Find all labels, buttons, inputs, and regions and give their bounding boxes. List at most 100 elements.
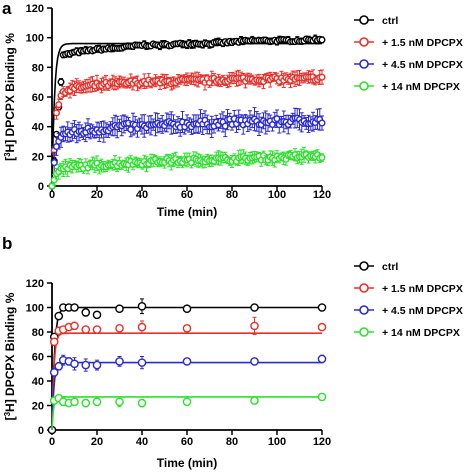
data-point xyxy=(115,324,124,333)
data-point xyxy=(81,325,91,334)
legend-label: + 14 nM DPCPX xyxy=(382,327,460,339)
x-tick-label: 60 xyxy=(181,436,193,448)
data-point xyxy=(92,325,102,334)
data-point xyxy=(250,396,259,405)
data-point xyxy=(318,154,326,162)
y-tick-label: 80 xyxy=(32,62,44,74)
data-point xyxy=(115,397,124,407)
data-point xyxy=(182,324,192,333)
legend-swatch-marker xyxy=(359,261,369,271)
data-point xyxy=(182,304,192,314)
data-point xyxy=(70,321,79,331)
x-tick-label: 80 xyxy=(226,436,238,448)
y-tick-label: 80 xyxy=(32,327,44,339)
series-2: + 4.5 nM DPCPX xyxy=(49,305,463,431)
data-point xyxy=(50,159,58,167)
y-tick-label: 60 xyxy=(32,352,44,364)
series-3: + 14 nM DPCPX xyxy=(49,327,460,431)
x-tick-label: 100 xyxy=(268,436,286,448)
legend-label: + 4.5 nM DPCPX xyxy=(382,305,463,317)
y-tick-label: 100 xyxy=(26,33,44,45)
series-1: + 1.5 nM DPCPX xyxy=(49,283,463,431)
data-point xyxy=(70,359,79,369)
data-point xyxy=(137,358,147,367)
y-axis-title: [3H] DPCPX Binding % xyxy=(3,33,17,161)
panel-a: a 0 20 40 60 80 100 120 0 20 40 60 80 100 120 Time (min… xyxy=(2,0,463,219)
legend-swatch-marker xyxy=(359,37,369,47)
data-point xyxy=(81,398,91,408)
y-tick-label: 20 xyxy=(32,151,44,163)
y-tick-label: 60 xyxy=(32,92,44,104)
data-point xyxy=(221,122,229,130)
y-tick-label: 40 xyxy=(32,376,44,388)
legend-swatch-marker xyxy=(359,305,369,315)
legend-label: ctrl xyxy=(382,15,398,27)
data-point xyxy=(92,397,102,407)
legend-label: + 1.5 nM DPCPX xyxy=(382,37,463,49)
legend-swatch-marker xyxy=(359,283,369,293)
data-point xyxy=(92,360,102,370)
legend-swatch-marker xyxy=(359,59,369,69)
data-point xyxy=(49,368,59,377)
data-point xyxy=(81,360,91,370)
data-point xyxy=(250,303,259,312)
x-tick-label: 20 xyxy=(91,436,103,448)
y-tick-label: 40 xyxy=(32,122,44,134)
x-tick-label: 20 xyxy=(91,189,103,201)
data-point xyxy=(317,392,327,402)
panel-label: b xyxy=(2,234,12,253)
y-tick-label: 120 xyxy=(26,3,44,15)
data-point xyxy=(54,311,64,321)
y-tick-label: 0 xyxy=(38,181,44,193)
legend-swatch-marker xyxy=(359,327,369,337)
data-point xyxy=(137,301,147,311)
data-point xyxy=(92,310,102,320)
data-point xyxy=(57,78,65,86)
y-axis-title: [3H] DPCPX Binding % xyxy=(3,292,17,420)
y-axis-title-suffix: H] DPCPX Binding % xyxy=(3,33,17,153)
data-point xyxy=(250,321,259,331)
y-tick-label: 120 xyxy=(26,278,44,290)
x-tick-label: 0 xyxy=(49,189,55,201)
legend-label: ctrl xyxy=(382,261,398,273)
data-point xyxy=(273,115,281,123)
y-axis-title-superscript: 3 xyxy=(3,152,12,157)
x-tick-label: 120 xyxy=(313,189,331,201)
y-axis-title-suffix: H] DPCPX Binding % xyxy=(3,292,17,412)
data-point xyxy=(137,398,147,408)
data-point xyxy=(317,303,327,312)
series-0: ctrl xyxy=(48,15,398,190)
y-tick-label: 100 xyxy=(26,303,44,315)
data-point xyxy=(137,322,147,332)
data-point xyxy=(317,322,327,332)
x-axis-title: Time (min) xyxy=(157,456,217,470)
x-tick-label: 60 xyxy=(181,189,193,201)
data-point xyxy=(182,357,192,366)
data-point xyxy=(318,119,326,127)
series-3: + 14 nM DPCPX xyxy=(48,81,460,190)
legend-label: + 4.5 nM DPCPX xyxy=(382,59,463,71)
x-tick-label: 80 xyxy=(226,189,238,201)
y-tick-label: 0 xyxy=(38,425,44,437)
data-point xyxy=(53,109,61,117)
fit-curve xyxy=(51,332,322,431)
legend-label: + 1.5 nM DPCPX xyxy=(382,283,463,295)
y-axis-title-superscript: 3 xyxy=(3,411,12,416)
data-point xyxy=(50,176,58,184)
data-point xyxy=(115,357,124,366)
x-axis-title: Time (min) xyxy=(157,205,217,219)
y-axis-title-prefix: [ xyxy=(3,416,17,420)
data-point xyxy=(318,73,326,81)
data-point xyxy=(250,357,259,366)
y-axis-title-prefix: [ xyxy=(3,157,17,161)
x-tick-label: 0 xyxy=(49,436,55,448)
y-tick-label: 20 xyxy=(32,401,44,413)
panel-b: b 0 20 40 60 80 100 120 0 20 40 60 80 100 120 Time (min… xyxy=(2,234,463,470)
data-point xyxy=(70,303,79,312)
data-point xyxy=(81,308,91,317)
panel-label: a xyxy=(2,0,12,18)
x-tick-label: 120 xyxy=(313,436,331,448)
data-point xyxy=(54,361,64,371)
x-tick-label: 100 xyxy=(268,189,286,201)
